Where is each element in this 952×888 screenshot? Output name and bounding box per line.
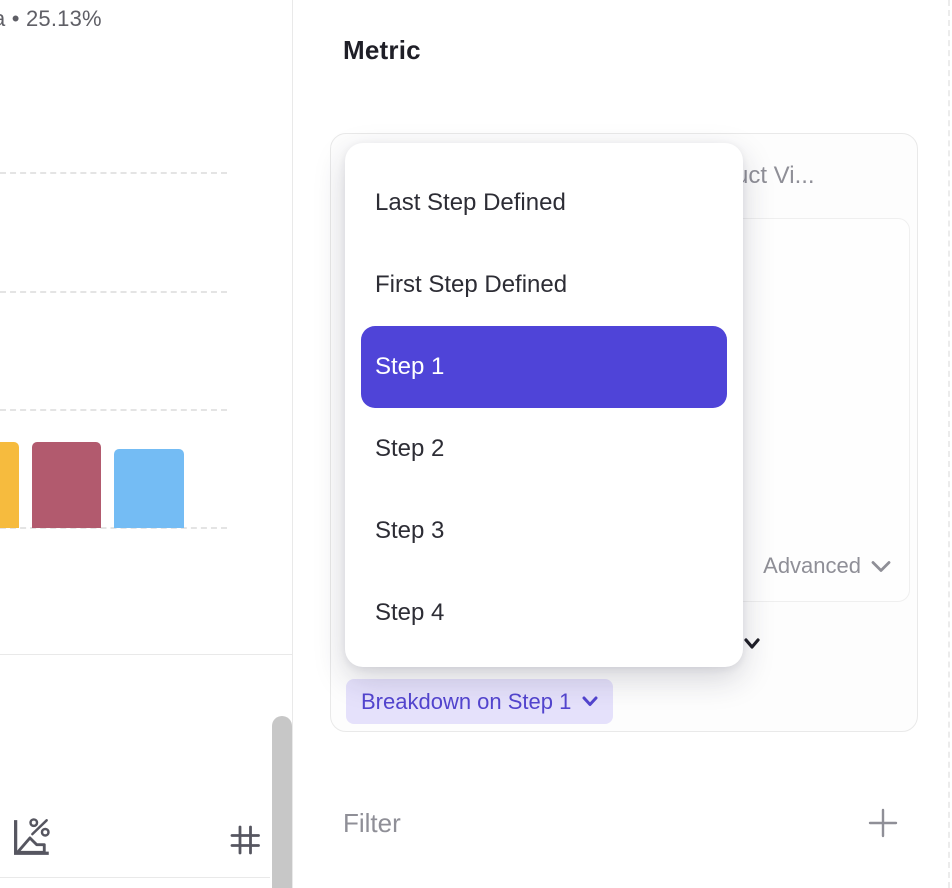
advanced-label: Advanced: [763, 553, 861, 578]
breakdown-pill-label: Breakdown on Step 1: [361, 688, 572, 714]
chevron-down-icon: [582, 696, 598, 707]
dropdown-item-step-2[interactable]: Step 2: [375, 435, 445, 462]
dropdown-item-first-step-defined[interactable]: First Step Defined: [375, 271, 568, 298]
chevron-down-icon[interactable]: [744, 637, 760, 655]
dropdown-item-step-3[interactable]: Step 3: [375, 517, 445, 544]
series-legend-label: a • 25.13%: [0, 6, 102, 31]
dropdown-item-step-1[interactable]: Step 1: [361, 326, 727, 408]
right-scroll-track: [948, 0, 950, 888]
add-filter-plus-icon[interactable]: [868, 808, 898, 838]
dropdown-item-step-4[interactable]: Step 4: [375, 599, 445, 626]
section-divider: [0, 654, 292, 655]
chart-gridline: [0, 409, 227, 411]
hash-grid-icon[interactable]: [227, 822, 263, 863]
chart-baseline: [0, 527, 227, 529]
event-name-label[interactable]: uct Vi...: [735, 162, 815, 189]
panel-bottom-border: [0, 877, 270, 878]
metric-section-title: Metric: [343, 35, 421, 65]
breakdown-pill-button[interactable]: Breakdown on Step 1: [346, 679, 614, 724]
chevron-down-icon: [871, 560, 891, 573]
advanced-toggle[interactable]: Advanced: [763, 553, 891, 579]
funnel-bar-blue[interactable]: [114, 449, 184, 528]
funnel-bar-yellow[interactable]: [0, 442, 19, 528]
chart-gridline: [0, 291, 227, 293]
vertical-scrollbar-thumb[interactable]: [272, 716, 292, 888]
step-select-dropdown: Last Step Defined First Step Defined Ste…: [345, 143, 743, 667]
area-percent-chart-icon[interactable]: [8, 814, 50, 865]
filter-section-title: Filter: [343, 808, 401, 838]
dropdown-item-last-step-defined[interactable]: Last Step Defined: [375, 189, 566, 216]
chart-gridline: [0, 172, 227, 174]
chart-panel: a • 25.13%: [0, 0, 293, 888]
funnel-bar-maroon[interactable]: [32, 442, 101, 528]
